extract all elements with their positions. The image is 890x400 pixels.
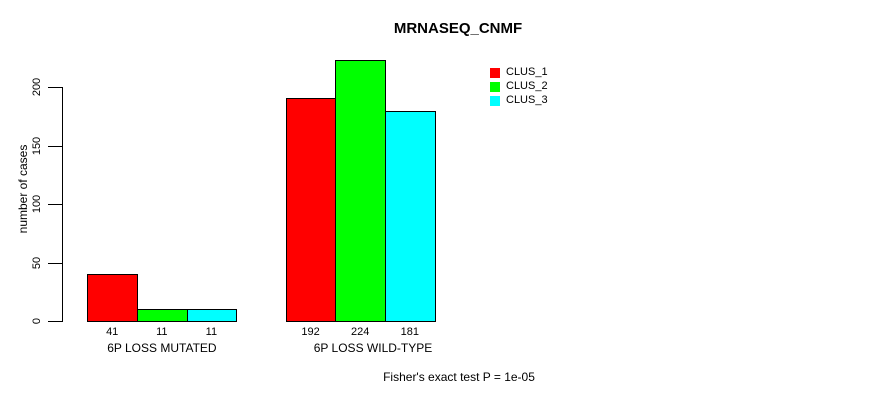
legend-swatch-clus-2 — [489, 81, 500, 92]
y-axis-tick — [48, 262, 62, 264]
y-axis-title: number of cases — [16, 144, 30, 234]
category-label-6p-loss-wild-type: 6P LOSS WILD-TYPE — [313, 341, 433, 355]
bar-clus-2-6p-loss-mutated — [137, 309, 188, 322]
legend-label-clus-1: CLUS_1 — [506, 65, 548, 78]
bar-clus-1-6p-loss-mutated — [87, 274, 138, 322]
y-tick-label: 200 — [31, 78, 43, 97]
legend-swatch-clus-3 — [489, 95, 500, 106]
bar-value-label: 11 — [205, 325, 218, 338]
fisher-test-note: Fisher's exact test P = 1e-05 — [383, 370, 535, 384]
y-tick-label: 150 — [31, 136, 43, 155]
bar-clus-3-6p-loss-mutated — [186, 309, 238, 322]
y-axis-tick — [48, 321, 62, 322]
bar-value-label: 41 — [106, 325, 119, 338]
bar-clus-3-6p-loss-wild-type — [385, 110, 436, 322]
bar-clus-2-6p-loss-wild-type — [335, 60, 386, 322]
bar-value-label: 11 — [156, 325, 168, 338]
bar-value-label: 181 — [400, 325, 419, 338]
bar-value-label: 192 — [301, 325, 320, 338]
y-tick-label: 50 — [31, 256, 43, 269]
y-tick-label: 100 — [31, 195, 43, 214]
y-axis-tick — [48, 87, 62, 89]
bar-value-label: 224 — [351, 325, 370, 338]
y-axis-line — [62, 87, 63, 322]
chart-title: MRNASEQ_CNMF — [393, 20, 523, 37]
y-tick-label: 0 — [31, 317, 43, 325]
legend-label-clus-3: CLUS_3 — [506, 93, 548, 106]
y-axis-tick — [48, 204, 62, 206]
bar-clus-1-6p-loss-wild-type — [285, 97, 337, 322]
legend-swatch-clus-1 — [489, 67, 500, 78]
legend-label-clus-2: CLUS_2 — [506, 79, 548, 92]
y-axis-tick — [48, 145, 62, 147]
category-label-6p-loss-mutated: 6P LOSS MUTATED — [107, 341, 217, 355]
